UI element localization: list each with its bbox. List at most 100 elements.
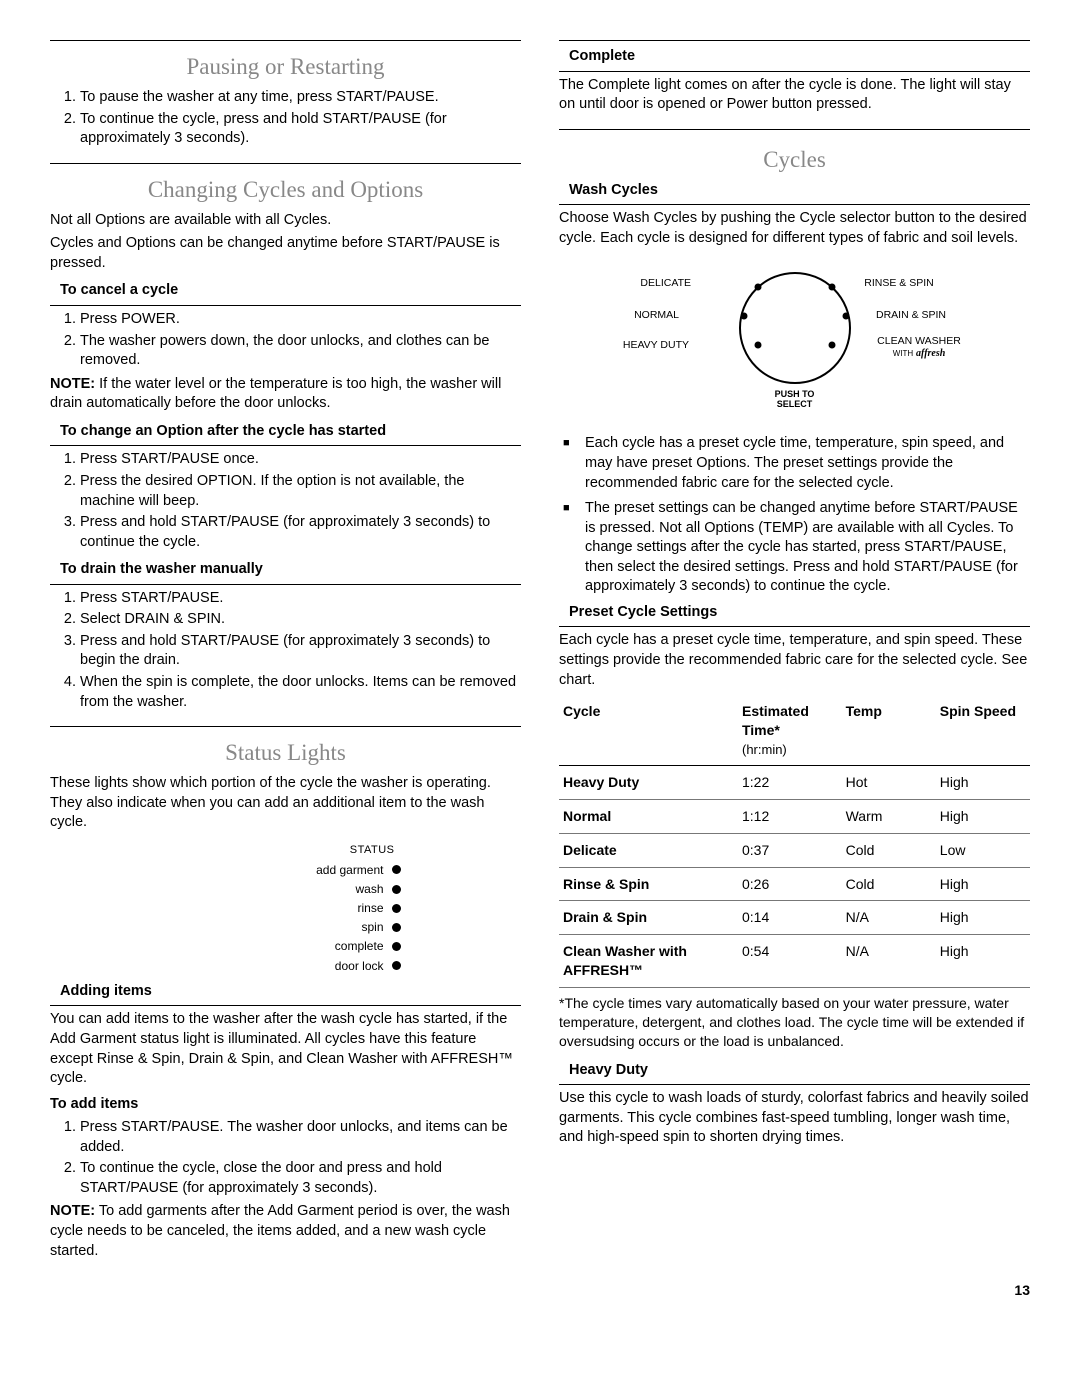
list-item: Select DRAIN & SPIN. — [80, 610, 521, 630]
col-cycle: Cycle — [559, 696, 738, 765]
cell-cycle-name: Rinse & Spin — [559, 867, 738, 901]
status-light-label: wash — [355, 881, 383, 897]
preset-intro: Each cycle has a preset cycle time, temp… — [559, 631, 1030, 690]
cell-temp: N/A — [842, 935, 936, 988]
status-label: STATUS — [171, 843, 395, 858]
table-row: Rinse & Spin0:26ColdHigh — [559, 867, 1030, 901]
subhead-complete: Complete — [569, 47, 1030, 67]
col-spin: Spin Speed — [936, 696, 1030, 765]
dial-label-heavy-duty: HEAVY DUTY — [589, 338, 689, 352]
dial-push-label: PUSH TO SELECT — [765, 390, 825, 410]
complete-text: The Complete light comes on after the cy… — [559, 76, 1030, 115]
subhead-heavy-duty: Heavy Duty — [569, 1061, 1030, 1081]
cell-temp: N/A — [842, 901, 936, 935]
cell-time: 0:54 — [738, 935, 842, 988]
list-item: Press START/PAUSE. — [80, 589, 521, 609]
drain-steps: Press START/PAUSE. Select DRAIN & SPIN. … — [50, 589, 521, 712]
heading-changing: Changing Cycles and Options — [50, 174, 521, 205]
table-footnote: *The cycle times vary automatically base… — [559, 994, 1030, 1051]
list-item: To continue the cycle, press and hold ST… — [80, 110, 521, 149]
pausing-steps: To pause the washer at any time, press S… — [50, 88, 521, 149]
list-item: Press START/PAUSE once. — [80, 450, 521, 470]
status-lights-intro: These lights show which portion of the c… — [50, 774, 521, 833]
cycle-dial-diagram: DELICATE NORMAL HEAVY DUTY RINSE & SPIN … — [559, 258, 1030, 428]
dial-label-rinse-spin: RINSE & SPIN — [849, 276, 949, 290]
cell-spin: High — [936, 935, 1030, 988]
cell-time: 0:14 — [738, 901, 842, 935]
preset-cycle-table: Cycle Estimated Time* (hr:min) Temp Spin… — [559, 696, 1030, 988]
table-row: Clean Washer with AFFRESH™0:54N/AHigh — [559, 935, 1030, 988]
subhead-change-option: To change an Option after the cycle has … — [60, 422, 521, 442]
list-item: Each cycle has a preset cycle time, temp… — [563, 434, 1030, 493]
list-item: To pause the washer at any time, press S… — [80, 88, 521, 108]
adding-note: NOTE: To add garments after the Add Garm… — [50, 1202, 521, 1261]
list-item: The washer powers down, the door unlocks… — [80, 332, 521, 371]
cell-time: 0:37 — [738, 833, 842, 867]
heading-status-lights: Status Lights — [50, 737, 521, 768]
subhead-preset: Preset Cycle Settings — [569, 603, 1030, 623]
cell-spin: High — [936, 765, 1030, 799]
cell-spin: High — [936, 799, 1030, 833]
list-item: Press the desired OPTION. If the option … — [80, 472, 521, 511]
cell-temp: Warm — [842, 799, 936, 833]
cancel-steps: Press POWER. The washer powers down, the… — [50, 310, 521, 371]
dial-label-clean-washer: CLEAN WASHER WITH affresh — [849, 336, 989, 359]
status-light-label: door lock — [335, 958, 384, 974]
subhead-cancel: To cancel a cycle — [60, 281, 521, 301]
changing-intro-2: Cycles and Options can be changed anytim… — [50, 234, 521, 273]
cell-cycle-name: Normal — [559, 799, 738, 833]
cancel-note: NOTE: If the water level or the temperat… — [50, 375, 521, 414]
list-item: To continue the cycle, close the door an… — [80, 1159, 521, 1198]
status-dot-icon — [392, 961, 401, 970]
list-item: Press START/PAUSE. The washer door unloc… — [80, 1118, 521, 1157]
list-item: The preset settings can be changed anyti… — [563, 499, 1030, 597]
status-dot-icon — [392, 885, 401, 894]
cell-time: 1:12 — [738, 799, 842, 833]
table-row: Normal1:12WarmHigh — [559, 799, 1030, 833]
subhead-drain: To drain the washer manually — [60, 560, 521, 580]
table-row: Drain & Spin0:14N/AHigh — [559, 901, 1030, 935]
change-option-steps: Press START/PAUSE once. Press the desire… — [50, 450, 521, 552]
cell-spin: High — [936, 901, 1030, 935]
subhead-adding-items: Adding items — [60, 982, 521, 1002]
status-light-label: complete — [335, 938, 384, 954]
status-dot-icon — [392, 904, 401, 913]
status-light-label: spin — [361, 919, 383, 935]
status-dot-icon — [392, 942, 401, 951]
cell-cycle-name: Drain & Spin — [559, 901, 738, 935]
list-item: Press and hold START/PAUSE (for approxim… — [80, 513, 521, 552]
col-time: Estimated Time* (hr:min) — [738, 696, 842, 765]
status-light-label: rinse — [357, 900, 383, 916]
table-row: Delicate0:37ColdLow — [559, 833, 1030, 867]
wash-cycles-intro: Choose Wash Cycles by pushing the Cycle … — [559, 209, 1030, 248]
subhead-to-add: To add items — [50, 1095, 521, 1115]
changing-intro-1: Not all Options are available with all C… — [50, 211, 521, 231]
status-dot-icon — [392, 865, 401, 874]
left-column: Pausing or Restarting To pause the washe… — [50, 40, 521, 1265]
table-row: Heavy Duty1:22HotHigh — [559, 765, 1030, 799]
status-light-label: add garment — [316, 862, 383, 878]
page-number: 13 — [50, 1281, 1030, 1300]
dial-label-drain-spin: DRAIN & SPIN — [861, 308, 961, 322]
cell-cycle-name: Delicate — [559, 833, 738, 867]
cell-temp: Cold — [842, 867, 936, 901]
list-item: Press and hold START/PAUSE (for approxim… — [80, 632, 521, 671]
adding-intro: You can add items to the washer after th… — [50, 1010, 521, 1088]
cell-temp: Cold — [842, 833, 936, 867]
right-column: Complete The Complete light comes on aft… — [559, 40, 1030, 1265]
cell-spin: Low — [936, 833, 1030, 867]
cell-time: 1:22 — [738, 765, 842, 799]
cell-cycle-name: Heavy Duty — [559, 765, 738, 799]
to-add-steps: Press START/PAUSE. The washer door unloc… — [50, 1118, 521, 1198]
subhead-wash-cycles: Wash Cycles — [569, 181, 1030, 201]
list-item: When the spin is complete, the door unlo… — [80, 673, 521, 712]
dial-label-normal: NORMAL — [601, 308, 679, 322]
heading-pausing: Pausing or Restarting — [50, 51, 521, 82]
cell-temp: Hot — [842, 765, 936, 799]
heading-cycles: Cycles — [559, 144, 1030, 175]
list-item: Press POWER. — [80, 310, 521, 330]
status-dot-icon — [392, 923, 401, 932]
dial-label-delicate: DELICATE — [601, 276, 691, 290]
cell-time: 0:26 — [738, 867, 842, 901]
cell-cycle-name: Clean Washer with AFFRESH™ — [559, 935, 738, 988]
